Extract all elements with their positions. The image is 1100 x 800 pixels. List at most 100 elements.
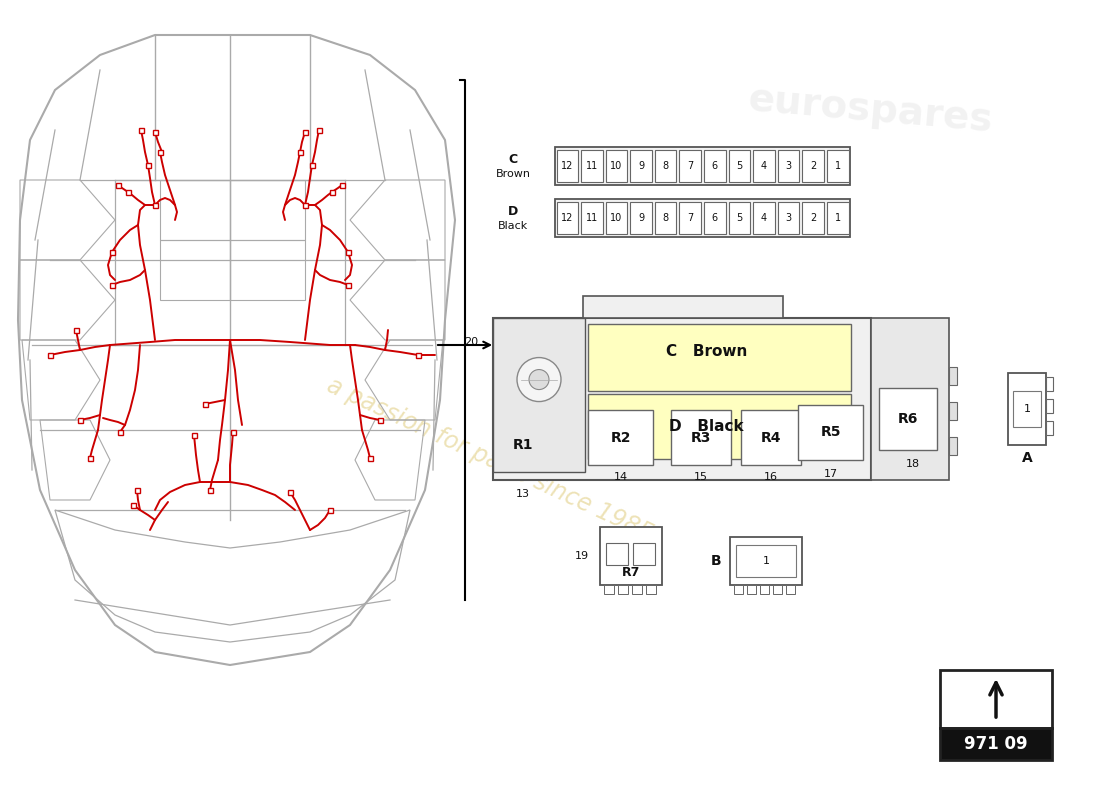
Bar	[654, 202, 676, 234]
Text: A: A	[1022, 451, 1033, 465]
Bar	[1008, 373, 1046, 445]
Text: 12: 12	[561, 213, 573, 223]
Bar	[632, 543, 654, 565]
Bar	[736, 545, 796, 577]
Bar	[802, 202, 824, 234]
Bar	[317, 127, 321, 133]
Bar	[118, 430, 122, 434]
Bar	[680, 150, 701, 182]
Bar	[604, 585, 614, 594]
Text: R4: R4	[761, 430, 781, 445]
Bar	[588, 394, 851, 459]
Bar	[328, 507, 332, 513]
Bar	[754, 202, 774, 234]
Text: R6: R6	[898, 412, 918, 426]
Text: 971 09: 971 09	[965, 735, 1027, 753]
Bar	[949, 367, 957, 385]
Text: 1: 1	[1023, 404, 1031, 414]
Bar	[302, 130, 308, 134]
Bar	[728, 202, 750, 234]
Text: 1: 1	[835, 161, 840, 171]
Circle shape	[529, 370, 549, 390]
Bar	[330, 190, 334, 194]
Bar	[630, 202, 652, 234]
Bar	[110, 250, 114, 254]
Bar	[581, 202, 603, 234]
Text: 10: 10	[610, 161, 623, 171]
Text: Brown: Brown	[495, 170, 530, 179]
Text: Black: Black	[498, 222, 528, 231]
Bar	[949, 402, 957, 420]
Text: R3: R3	[691, 430, 712, 445]
Bar	[1046, 399, 1053, 413]
Text: 14: 14	[614, 472, 628, 482]
Text: 3: 3	[785, 213, 792, 223]
Bar	[606, 150, 627, 182]
Bar	[131, 502, 135, 507]
Text: 3: 3	[785, 161, 792, 171]
Bar	[606, 202, 627, 234]
Text: 4: 4	[761, 213, 767, 223]
Text: R7: R7	[621, 566, 640, 579]
Bar	[493, 318, 585, 472]
Bar	[606, 543, 628, 565]
Bar	[827, 150, 848, 182]
Text: 9: 9	[638, 161, 645, 171]
Bar	[493, 318, 871, 480]
Bar	[754, 150, 774, 182]
Text: 11: 11	[585, 213, 598, 223]
Text: 2: 2	[810, 213, 816, 223]
Text: 15: 15	[694, 472, 708, 482]
Bar	[110, 282, 114, 287]
Text: 1: 1	[835, 213, 840, 223]
Bar	[747, 585, 756, 594]
Bar	[145, 162, 151, 167]
Bar	[871, 318, 949, 480]
Text: 20: 20	[464, 338, 478, 347]
Bar	[680, 202, 701, 234]
Bar	[116, 182, 121, 187]
Text: 9: 9	[638, 213, 645, 223]
Text: D   Black: D Black	[669, 419, 744, 434]
Bar	[345, 282, 351, 287]
Bar	[191, 433, 197, 438]
Text: 7: 7	[688, 161, 693, 171]
Bar	[202, 402, 208, 406]
Bar	[557, 150, 579, 182]
Bar	[786, 585, 795, 594]
Circle shape	[517, 358, 561, 402]
Bar	[879, 388, 937, 450]
Bar	[588, 325, 851, 391]
Bar	[671, 410, 732, 465]
Bar	[345, 250, 351, 254]
Bar	[557, 202, 579, 234]
Text: 6: 6	[712, 161, 718, 171]
Text: R5: R5	[821, 426, 840, 439]
Bar	[556, 199, 850, 237]
Bar	[340, 182, 344, 187]
Bar	[949, 437, 957, 455]
Text: 4: 4	[761, 161, 767, 171]
Bar	[367, 455, 373, 461]
Text: R1: R1	[513, 438, 534, 452]
Text: C   Brown: C Brown	[666, 343, 747, 358]
Text: 5: 5	[736, 161, 743, 171]
Bar	[139, 127, 143, 133]
Bar	[588, 410, 653, 465]
Bar	[632, 585, 642, 594]
Text: 17: 17	[824, 469, 837, 479]
Bar	[730, 537, 802, 585]
Bar	[581, 150, 603, 182]
Bar	[125, 190, 131, 194]
Bar	[646, 585, 656, 594]
Text: C: C	[508, 153, 518, 166]
Text: a passion for parts since 1985: a passion for parts since 1985	[323, 374, 657, 546]
Text: 13: 13	[516, 489, 530, 499]
Bar	[630, 150, 652, 182]
Text: 16: 16	[764, 472, 778, 482]
Text: 6: 6	[712, 213, 718, 223]
Bar	[827, 202, 848, 234]
Bar	[654, 150, 676, 182]
Bar	[77, 418, 82, 422]
Text: 10: 10	[610, 213, 623, 223]
